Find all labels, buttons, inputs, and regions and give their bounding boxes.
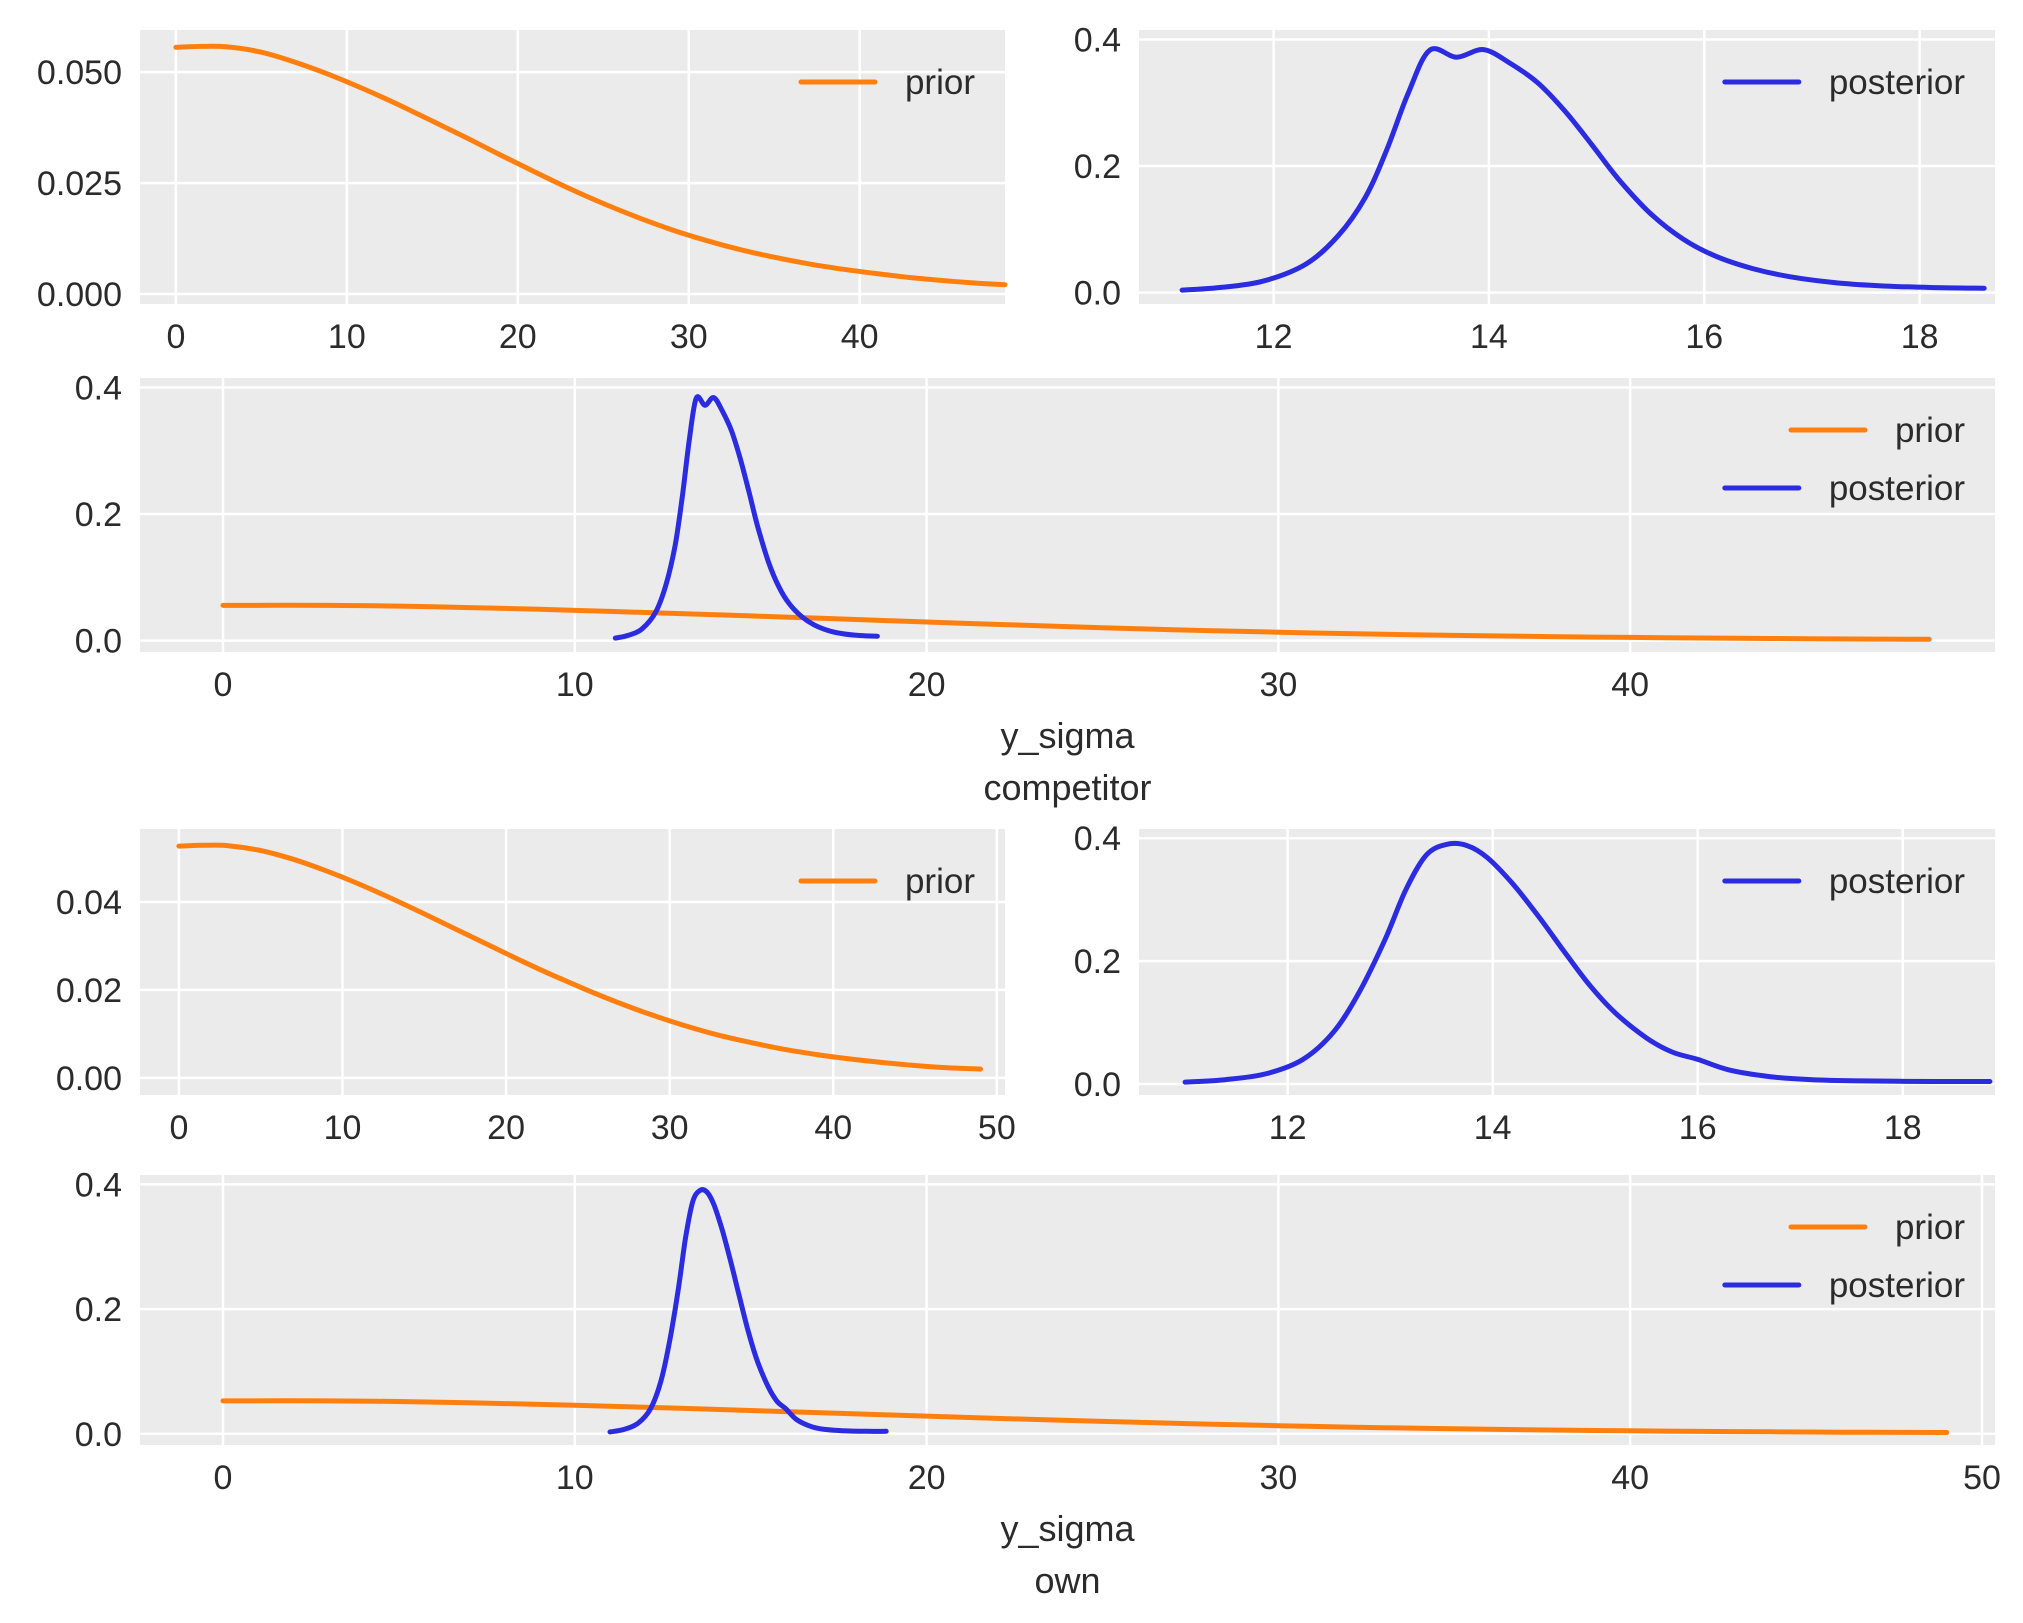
x-tick-label: 10: [324, 1109, 362, 1147]
plot-competitor-posterior: 12 14 16 18 0.0 0.2 0.4 posterior: [1074, 21, 1995, 356]
xlabel-own: y_sigma own: [140, 1503, 1995, 1607]
curve-own-posterior: [1182, 840, 1993, 1085]
curve-own-prior: [220, 1398, 1950, 1435]
y-tick-label: 0.2: [75, 1291, 122, 1329]
y-tick-label: 0.050: [37, 54, 122, 92]
y-tick-label: 0.0: [1074, 1066, 1121, 1104]
x-tick-label: 16: [1679, 1109, 1717, 1147]
legend-label-posterior: posterior: [1829, 469, 1966, 508]
y-tick-label: 0.2: [1074, 148, 1121, 186]
x-tick-label: 0: [166, 318, 185, 356]
curve-competitor-prior: [220, 602, 1932, 642]
x-tick-label: 10: [556, 666, 594, 704]
legend-label-prior: prior: [1895, 1208, 1965, 1247]
curve-competitor-posterior: [1179, 46, 1987, 293]
x-tick-label: 0: [214, 1459, 233, 1497]
y-tick-label: 0.4: [1074, 820, 1121, 858]
y-tick-label: 0.0: [1074, 275, 1121, 313]
x-tick-label: 40: [814, 1109, 852, 1147]
x-tick-label: 40: [841, 318, 879, 356]
plot-own-both: 0 10 20 30 40 50 0.0 0.2 0.4 prior posterior: [75, 1166, 2001, 1497]
plot-own-prior: 0 10 20 30 40 50 0.00 0.02 0.04 prior: [56, 829, 1016, 1147]
x-tick-label: 30: [1259, 1459, 1297, 1497]
x-tick-label: 40: [1611, 1459, 1649, 1497]
curve-own-prior: [176, 842, 983, 1072]
curve-competitor-prior: [173, 43, 1008, 288]
legend-label-prior: prior: [905, 63, 975, 102]
xlabel-competitor-line2: competitor: [983, 767, 1152, 808]
x-tick-label: 30: [1259, 666, 1297, 704]
plot-competitor-prior: 0 10 20 30 40 0.000 0.025 0.050 prior: [37, 30, 1008, 356]
legend-label-prior: prior: [905, 862, 975, 901]
y-tick-label: 0.2: [75, 496, 122, 534]
x-tick-label: 12: [1255, 318, 1293, 356]
x-tick-label: 14: [1474, 1109, 1512, 1147]
x-tick-label: 12: [1269, 1109, 1307, 1147]
xlabel-competitor-line1: y_sigma: [1000, 715, 1135, 756]
x-tick-label: 20: [499, 318, 537, 356]
y-tick-label: 0.4: [75, 369, 122, 407]
curve-competitor-posterior: [612, 394, 880, 641]
legend-label-posterior: posterior: [1829, 862, 1966, 901]
x-tick-label: 0: [169, 1109, 188, 1147]
x-tick-label: 50: [1963, 1459, 2001, 1497]
y-tick-label: 0.4: [75, 1166, 122, 1204]
x-tick-label: 16: [1685, 318, 1723, 356]
xlabel-own-line1: y_sigma: [1000, 1508, 1135, 1549]
y-tick-label: 0.04: [56, 884, 122, 922]
y-tick-label: 0.000: [37, 276, 122, 314]
x-tick-label: 20: [908, 1459, 946, 1497]
y-tick-label: 0.00: [56, 1060, 122, 1098]
legend-label-posterior: posterior: [1829, 63, 1966, 102]
y-tick-label: 0.025: [37, 165, 122, 203]
legend-label-prior: prior: [1895, 411, 1965, 450]
x-tick-label: 30: [670, 318, 708, 356]
y-tick-label: 0.2: [1074, 943, 1121, 981]
x-tick-label: 18: [1884, 1109, 1922, 1147]
x-tick-label: 30: [651, 1109, 689, 1147]
x-tick-label: 50: [978, 1109, 1016, 1147]
xlabel-own-line2: own: [1034, 1560, 1101, 1601]
x-tick-label: 20: [487, 1109, 525, 1147]
y-tick-label: 0.0: [75, 623, 122, 661]
x-tick-label: 18: [1901, 318, 1939, 356]
x-tick-label: 10: [328, 318, 366, 356]
y-tick-label: 0.4: [1074, 21, 1121, 59]
x-tick-label: 10: [556, 1459, 594, 1497]
plot-own-posterior: 12 14 16 18 0.0 0.2 0.4 posterior: [1074, 820, 1995, 1147]
curve-own-posterior: [607, 1187, 889, 1435]
x-tick-label: 14: [1470, 318, 1508, 356]
legend-label-posterior: posterior: [1829, 1266, 1966, 1305]
x-tick-label: 40: [1611, 666, 1649, 704]
plot-competitor-both: 0 10 20 30 40 0.0 0.2 0.4 prior posterior: [75, 369, 1995, 704]
y-tick-label: 0.02: [56, 972, 122, 1010]
y-tick-label: 0.0: [75, 1416, 122, 1454]
x-tick-label: 0: [214, 666, 233, 704]
x-tick-label: 20: [908, 666, 946, 704]
xlabel-competitor: y_sigma competitor: [140, 710, 1995, 814]
